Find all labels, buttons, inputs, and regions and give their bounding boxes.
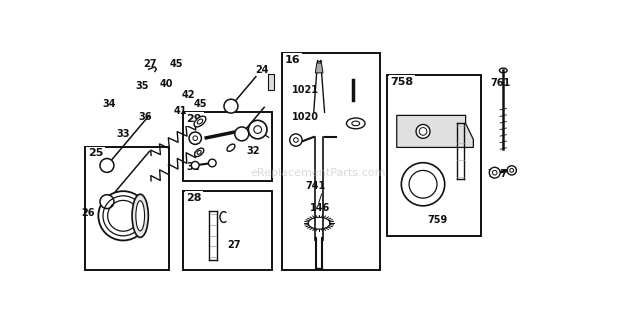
Bar xyxy=(184,191,272,270)
Polygon shape xyxy=(397,116,474,148)
Circle shape xyxy=(492,170,497,175)
Bar xyxy=(184,112,272,181)
Bar xyxy=(268,74,274,91)
Bar xyxy=(388,75,481,236)
Circle shape xyxy=(290,134,302,146)
Ellipse shape xyxy=(132,194,148,237)
Circle shape xyxy=(249,120,267,139)
Ellipse shape xyxy=(136,201,144,231)
Ellipse shape xyxy=(99,191,148,240)
Text: 35: 35 xyxy=(136,82,149,92)
Circle shape xyxy=(189,132,202,144)
Text: 29: 29 xyxy=(186,114,202,124)
Text: 24: 24 xyxy=(255,65,269,76)
Text: 27: 27 xyxy=(143,59,156,69)
Circle shape xyxy=(235,127,249,141)
Ellipse shape xyxy=(409,171,437,198)
Text: 42: 42 xyxy=(181,90,195,100)
Text: 761: 761 xyxy=(490,78,510,88)
Text: 26: 26 xyxy=(81,208,95,218)
Text: 16: 16 xyxy=(285,55,301,65)
Circle shape xyxy=(224,99,238,113)
Circle shape xyxy=(507,166,516,175)
Ellipse shape xyxy=(499,68,507,73)
Circle shape xyxy=(100,195,114,209)
Text: 757: 757 xyxy=(488,169,508,179)
Circle shape xyxy=(208,159,216,167)
Ellipse shape xyxy=(194,116,206,127)
Bar xyxy=(281,53,380,270)
Ellipse shape xyxy=(347,118,365,129)
Text: 28: 28 xyxy=(186,193,202,203)
Circle shape xyxy=(193,136,198,140)
Ellipse shape xyxy=(197,150,202,154)
Text: eReplacementParts.com: eReplacementParts.com xyxy=(250,168,386,178)
Circle shape xyxy=(489,167,500,178)
Text: 27: 27 xyxy=(227,240,241,250)
Ellipse shape xyxy=(401,163,445,206)
Text: 25: 25 xyxy=(88,148,103,158)
Polygon shape xyxy=(314,63,317,112)
Text: 33: 33 xyxy=(117,130,130,140)
Circle shape xyxy=(293,138,298,142)
Circle shape xyxy=(192,162,199,169)
Text: 45: 45 xyxy=(169,59,183,69)
Bar xyxy=(85,147,169,270)
Text: 32: 32 xyxy=(246,146,260,156)
Text: 31: 31 xyxy=(186,162,200,172)
Ellipse shape xyxy=(227,144,235,151)
Text: 45: 45 xyxy=(193,99,207,109)
Circle shape xyxy=(254,126,262,133)
Ellipse shape xyxy=(416,124,430,138)
Text: 1020: 1020 xyxy=(292,112,319,122)
Text: 1021: 1021 xyxy=(292,85,319,95)
Text: 741: 741 xyxy=(305,181,326,191)
Text: 36: 36 xyxy=(138,112,151,122)
Text: 40: 40 xyxy=(159,79,173,89)
Circle shape xyxy=(510,168,514,172)
Ellipse shape xyxy=(352,121,360,126)
Text: 146: 146 xyxy=(310,204,330,213)
Text: 759: 759 xyxy=(428,214,448,225)
Polygon shape xyxy=(315,63,323,73)
Ellipse shape xyxy=(419,128,427,135)
Circle shape xyxy=(100,158,114,172)
Text: 758: 758 xyxy=(391,77,414,87)
Ellipse shape xyxy=(197,119,203,124)
Text: 41: 41 xyxy=(174,106,188,116)
Ellipse shape xyxy=(195,148,204,156)
Text: 34: 34 xyxy=(102,99,115,109)
